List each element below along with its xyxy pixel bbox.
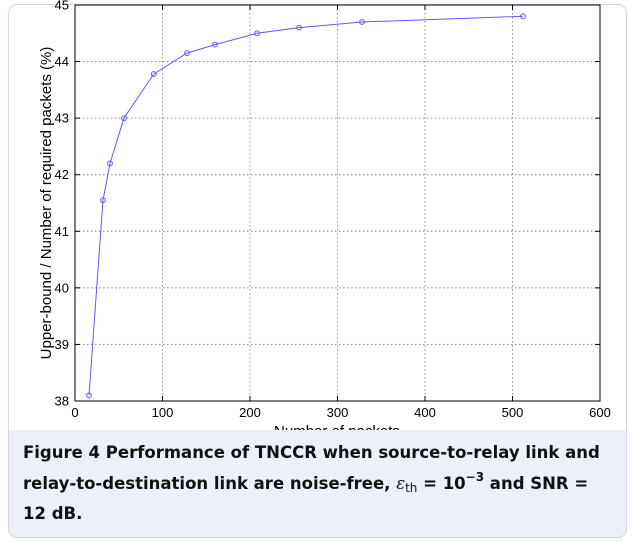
plot-background xyxy=(75,5,600,401)
data-series xyxy=(86,13,526,399)
caption-text-before-symbol: Performance of TNCCR when source-to-rela… xyxy=(23,443,600,493)
caption-epsilon-symbol: ε xyxy=(396,474,406,493)
data-point xyxy=(184,50,190,56)
x-tick-label: 200 xyxy=(239,405,261,420)
x-tick-label: 100 xyxy=(152,405,174,420)
y-tick-label: 44 xyxy=(55,54,69,69)
caption-epsilon-subscript: th xyxy=(405,481,418,495)
data-point xyxy=(100,197,106,204)
x-tick-label: 0 xyxy=(71,405,78,420)
data-point xyxy=(86,392,92,399)
y-tick-label: 39 xyxy=(55,337,69,352)
y-tick-label: 43 xyxy=(55,111,69,126)
y-tick-label: 42 xyxy=(55,167,69,182)
data-point xyxy=(520,13,526,20)
x-tick-label: 600 xyxy=(589,405,611,420)
y-tick-label: 45 xyxy=(55,0,69,13)
y-tick-label: 38 xyxy=(55,394,69,409)
figure-caption: Figure 4 Performance of TNCCR when sourc… xyxy=(8,430,627,538)
data-point xyxy=(254,30,260,37)
data-point xyxy=(107,160,113,167)
data-point xyxy=(359,19,365,25)
data-point xyxy=(296,24,302,31)
caption-label: Figure 4 xyxy=(23,443,101,462)
caption-text-after: and SNR = 12 dB. xyxy=(23,474,589,523)
data-point xyxy=(212,41,218,48)
series-line xyxy=(88,15,524,396)
x-tick-label: 500 xyxy=(502,405,524,420)
y-tick-label: 40 xyxy=(55,280,69,295)
y-axis-label: Upper-bound / Number of required packets… xyxy=(38,47,55,360)
data-point xyxy=(121,115,127,122)
gridlines xyxy=(75,5,600,401)
data-point xyxy=(150,71,157,77)
caption-paragraph: Figure 4 Performance of TNCCR when sourc… xyxy=(23,440,612,526)
x-tick-label: 400 xyxy=(414,405,436,420)
y-tick-label: 41 xyxy=(55,224,69,239)
axis-ticks: 0 100 200 300 400 500 600 38 39 40 41 42 43 44 45 xyxy=(55,0,611,420)
caption-exponent: −3 xyxy=(465,470,485,484)
caption-equals-base: = 10 xyxy=(417,474,466,493)
x-tick-label: 300 xyxy=(327,405,349,420)
